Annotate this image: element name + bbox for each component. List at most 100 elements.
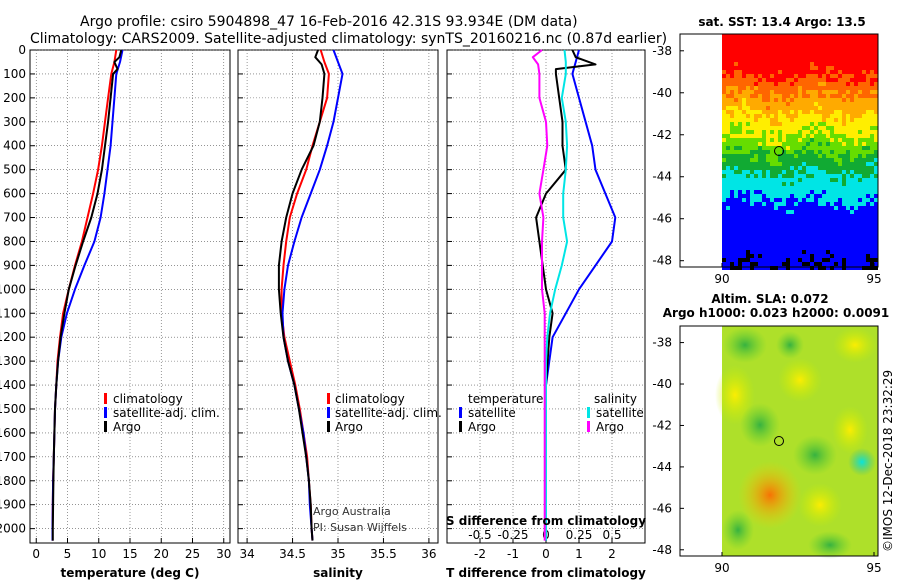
sst-cell [826,182,830,186]
sst-cell [778,114,782,118]
sst-cell [802,182,806,186]
sst-cell [742,130,746,134]
sst-cell [858,182,862,186]
sst-cell [810,126,814,130]
sst-cell [786,122,790,126]
sst-cell [798,106,802,110]
sst-cell [802,50,806,54]
sst-cell [738,186,742,190]
sst-cell [758,86,762,90]
diff-sal-satellite-line [545,49,569,541]
sst-cell [786,246,790,250]
sst-cell [850,202,854,206]
sst-cell [778,150,782,154]
sst-cell [806,242,810,246]
sst-cell [798,82,802,86]
sst-cell [818,122,822,126]
sst-cell [786,190,790,194]
sst-cell [790,158,794,162]
sst-cell [822,98,826,102]
sst-cell [774,34,778,38]
sst-cell [730,162,734,166]
sst-cell [802,66,806,70]
sst-cell [726,34,730,38]
sst-cell [754,142,758,146]
sst-cell [782,214,786,218]
sst-cell [810,70,814,74]
sst-cell [858,74,862,78]
sst-cell [786,98,790,102]
sst-cell [734,102,738,106]
sst-cell [834,94,838,98]
sst-cell [790,222,794,226]
sst-cell [742,242,746,246]
sst-cell [874,118,878,122]
sst-cell [830,114,834,118]
sst-cell [834,250,838,254]
sst-cell [790,170,794,174]
sst-cell [734,82,738,86]
sst-cell [806,74,810,78]
sst-cell [770,134,774,138]
sst-cell [726,222,730,226]
sst-cell [826,34,830,38]
sst-cell [730,38,734,42]
sst-cell [874,202,878,206]
sst-cell [798,174,802,178]
sst-cell [778,110,782,114]
sst-cell [762,138,766,142]
sst-cell [722,42,726,46]
sst-cell [774,170,778,174]
sst-cell [806,174,810,178]
sst-cell [822,206,826,210]
sst-cell [830,38,834,42]
sst-cell [782,50,786,54]
sst-cell [870,206,874,210]
sst-cell [778,70,782,74]
sst-cell [874,142,878,146]
sst-cell [854,230,858,234]
sst-cell [838,98,842,102]
sst-cell [830,126,834,130]
sst-cell [858,226,862,230]
sst-cell [810,154,814,158]
sst-cell [834,98,838,102]
sst-cell [794,254,798,258]
sst-cell [866,214,870,218]
sst-cell [810,38,814,42]
sst-cell [778,58,782,62]
sst-cell [798,78,802,82]
sst-cell [822,222,826,226]
sst-cell [738,218,742,222]
sst-cell [722,206,726,210]
sst-cell [858,242,862,246]
sst-cell [778,238,782,242]
sst-cell [794,46,798,50]
sst-cell [734,146,738,150]
sst-cell [722,134,726,138]
sst-cell [838,262,842,266]
sst-cell [770,106,774,110]
sst-cell [722,46,726,50]
sst-cell [722,266,726,270]
sst-cell [794,262,798,266]
sst-cell [838,114,842,118]
sst-cell [746,178,750,182]
sst-cell [838,234,842,238]
sst-cell [750,238,754,242]
sst-cell [874,130,878,134]
sst-cell [746,62,750,66]
sst-cell [842,230,846,234]
sst-cell [798,234,802,238]
sst-cell [730,34,734,38]
sst-cell [822,106,826,110]
sst-cell [798,146,802,150]
sst-cell [862,174,866,178]
sst-cell [846,154,850,158]
sst-cell [818,94,822,98]
sst-cell [738,122,742,126]
sst-cell [726,258,730,262]
sst-cell [742,210,746,214]
sst-cell [846,198,850,202]
sst-cell [738,174,742,178]
